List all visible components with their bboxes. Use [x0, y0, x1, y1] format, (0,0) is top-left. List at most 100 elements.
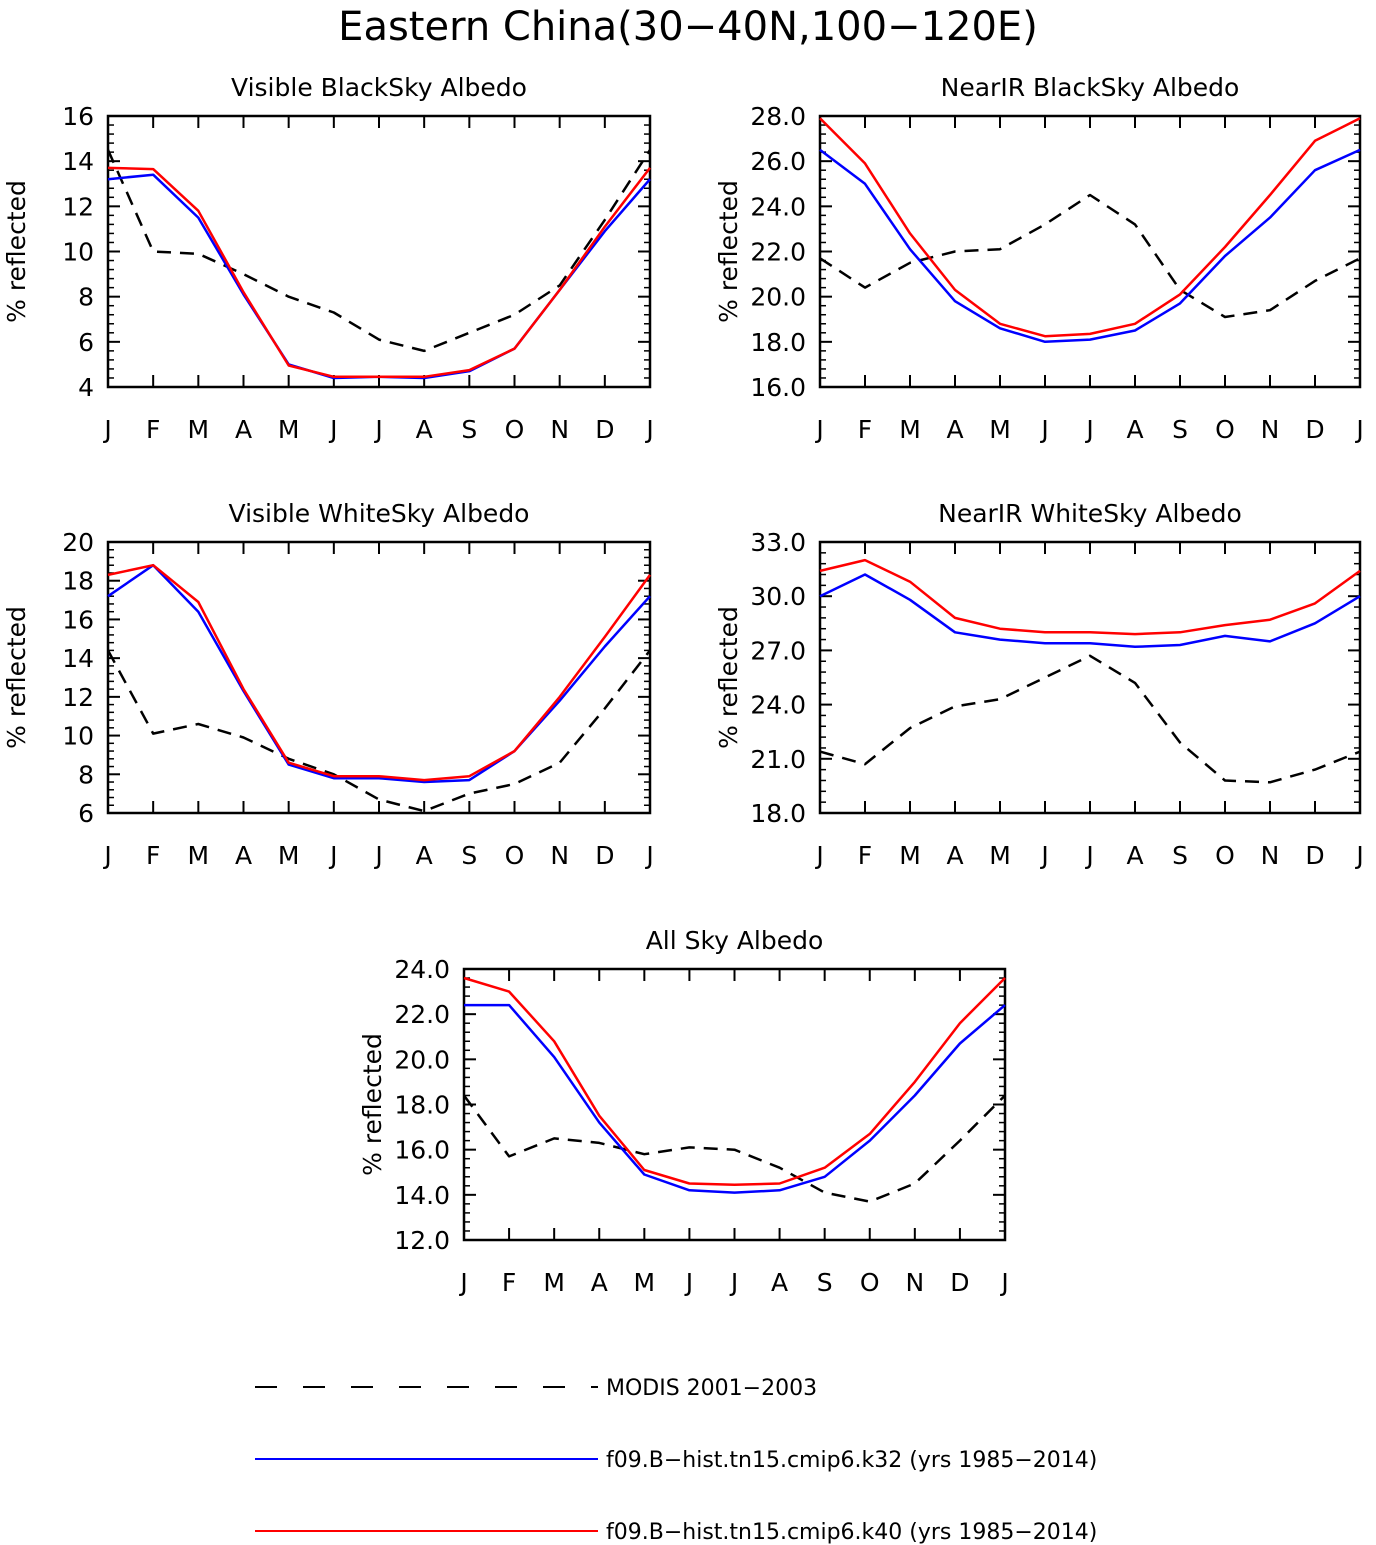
y-tick-label: 18.0: [394, 1091, 450, 1120]
x-tick-label: D: [595, 415, 614, 444]
x-tick-label: F: [858, 415, 872, 444]
y-axis-label: % reflected: [2, 606, 31, 749]
x-tick-label: A: [591, 1268, 608, 1297]
x-tick-label: J: [684, 1268, 693, 1297]
x-tick-label: J: [1084, 415, 1093, 444]
x-tick-label: A: [771, 1268, 788, 1297]
chart-title: NearIR BlackSky Albedo: [941, 73, 1240, 102]
x-tick-label: J: [814, 415, 823, 444]
x-tick-label: F: [502, 1268, 516, 1297]
x-tick-label: J: [328, 415, 337, 444]
x-tick-label: F: [858, 841, 872, 870]
series-line-k32: [819, 573, 1361, 649]
legend-label-k40: f09.B−hist.tn15.cmip6.k40 (yrs 1985−2014…: [606, 1520, 1097, 1545]
series-line-modis: [106, 649, 651, 813]
x-tick-label: J: [999, 1268, 1008, 1297]
y-tick-label: 28.0: [750, 102, 806, 131]
y-tick-label: 8: [78, 760, 94, 789]
x-tick-label: J: [373, 841, 382, 870]
plot-frame: [818, 540, 1362, 815]
y-tick-label: 10: [62, 722, 94, 751]
x-tick-label: S: [817, 1268, 833, 1297]
x-tick-label: A: [416, 415, 433, 444]
y-tick-label: 26.0: [750, 147, 806, 176]
y-tick-label: 6: [78, 328, 94, 357]
y-tick-label: 12.0: [394, 1226, 450, 1255]
x-tick-label: M: [899, 415, 921, 444]
x-tick-label: J: [729, 1268, 738, 1297]
y-tick-label: 24.0: [750, 691, 806, 720]
x-tick-label: J: [458, 1268, 467, 1297]
x-tick-label: J: [1084, 841, 1093, 870]
x-tick-label: A: [235, 841, 252, 870]
y-axis-label: % reflected: [714, 180, 743, 323]
x-tick-label: O: [1215, 841, 1235, 870]
y-tick-label: 8: [78, 283, 94, 312]
series-line-k40: [107, 166, 651, 379]
chart-title: NearIR WhiteSky Albedo: [938, 499, 1242, 528]
x-tick-label: N: [905, 1268, 924, 1297]
y-tick-label: 21.0: [750, 745, 806, 774]
x-tick-label: N: [550, 841, 569, 870]
x-tick-label: J: [102, 415, 111, 444]
x-tick-label: M: [278, 841, 300, 870]
x-tick-label: M: [989, 841, 1011, 870]
y-tick-label: 10: [62, 238, 94, 267]
x-tick-label: A: [946, 415, 963, 444]
y-tick-label: 12: [62, 192, 94, 221]
x-tick-label: M: [899, 841, 921, 870]
y-tick-label: 27.0: [750, 636, 806, 665]
y-tick-label: 18.0: [750, 799, 806, 828]
x-tick-label: N: [1261, 415, 1280, 444]
y-tick-label: 20: [62, 528, 94, 557]
y-tick-label: 6: [78, 799, 94, 828]
series-line-k40: [819, 558, 1361, 636]
x-tick-label: M: [188, 415, 210, 444]
y-tick-label: 24.0: [750, 192, 806, 221]
series-line-modis: [106, 149, 652, 353]
x-tick-label: A: [1126, 415, 1143, 444]
x-tick-label: S: [461, 841, 477, 870]
x-tick-label: M: [188, 841, 210, 870]
x-tick-label: J: [814, 841, 823, 870]
x-tick-label: D: [595, 841, 614, 870]
x-tick-label: F: [146, 415, 160, 444]
x-tick-label: O: [505, 415, 525, 444]
x-tick-label: S: [1172, 841, 1188, 870]
x-tick-label: S: [461, 415, 477, 444]
x-tick-label: J: [328, 841, 337, 870]
y-axis-label: % reflected: [358, 1033, 387, 1176]
y-tick-label: 33.0: [750, 528, 806, 557]
y-tick-label: 22.0: [394, 1000, 450, 1029]
y-tick-label: 16.0: [394, 1136, 450, 1165]
legend: MODIS 2001−2003 f09.B−hist.tn15.cmip6.k32…: [255, 1376, 1097, 1545]
series-line-modis: [462, 1094, 1006, 1203]
x-tick-label: S: [1172, 415, 1188, 444]
x-tick-label: J: [1354, 415, 1363, 444]
series-line-k40: [463, 976, 1006, 1186]
series-line-k32: [819, 148, 1361, 344]
x-tick-label: A: [235, 415, 252, 444]
y-tick-label: 18.0: [750, 328, 806, 357]
y-tick-label: 20.0: [750, 283, 806, 312]
x-tick-label: J: [644, 415, 653, 444]
x-tick-label: F: [146, 841, 160, 870]
series-line-k40: [819, 117, 1361, 338]
y-axis-label: % reflected: [2, 180, 31, 323]
series-line-k32: [464, 1003, 1006, 1194]
x-tick-label: M: [543, 1268, 565, 1297]
y-tick-label: 20.0: [394, 1045, 450, 1074]
series-line-k32: [107, 563, 651, 784]
plot-frame: [462, 967, 1007, 1242]
x-tick-label: J: [644, 841, 653, 870]
x-tick-label: N: [550, 415, 569, 444]
y-tick-label: 14.0: [394, 1181, 450, 1210]
chart-title: All Sky Albedo: [646, 926, 824, 955]
